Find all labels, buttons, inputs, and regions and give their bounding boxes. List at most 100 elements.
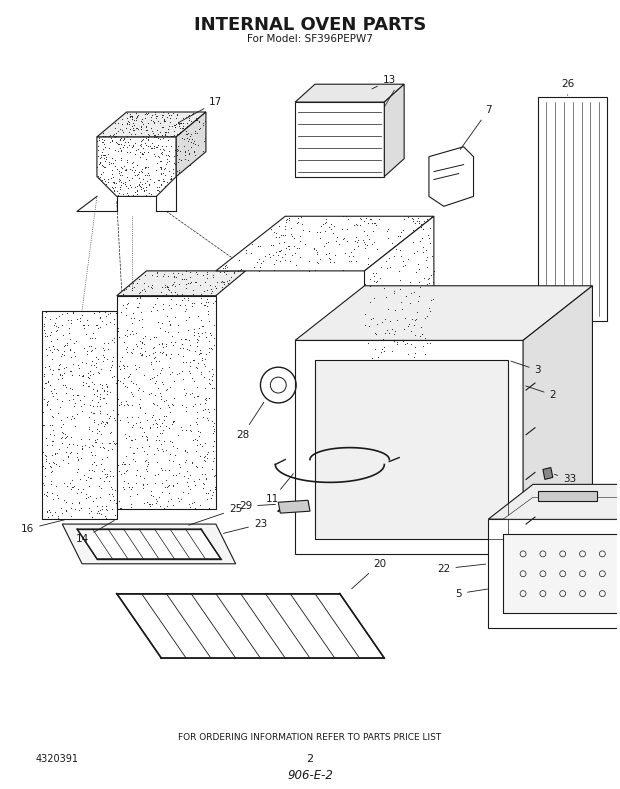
Point: [141, 119, 151, 132]
Point: [392, 394, 402, 407]
Point: [198, 117, 208, 129]
Point: [91, 361, 101, 373]
Point: [141, 462, 151, 475]
Point: [188, 107, 198, 119]
Point: [122, 146, 132, 159]
Point: [102, 385, 112, 398]
Point: [135, 398, 144, 410]
Point: [110, 117, 120, 129]
Point: [117, 458, 127, 471]
Point: [128, 307, 138, 320]
Point: [87, 495, 97, 507]
Point: [174, 117, 184, 129]
Point: [169, 270, 179, 282]
Point: [80, 439, 90, 451]
Point: [99, 350, 108, 363]
Point: [142, 107, 152, 120]
Point: [140, 330, 149, 342]
Point: [223, 264, 232, 277]
Point: [134, 382, 144, 394]
Point: [161, 168, 171, 181]
Point: [61, 495, 71, 508]
Point: [126, 386, 136, 398]
Point: [140, 169, 149, 181]
Point: [293, 215, 303, 228]
Point: [397, 303, 407, 316]
Point: [168, 416, 178, 428]
Point: [124, 138, 134, 151]
Point: [138, 481, 148, 494]
Point: [174, 467, 184, 480]
Point: [147, 142, 157, 155]
Point: [157, 140, 167, 152]
Point: [185, 483, 195, 495]
Point: [73, 313, 82, 326]
Point: [143, 131, 153, 144]
Point: [133, 184, 143, 196]
Point: [352, 219, 361, 232]
Point: [304, 225, 314, 237]
Point: [184, 310, 193, 323]
Point: [123, 371, 133, 383]
Point: [247, 238, 257, 251]
Point: [160, 126, 170, 139]
Point: [110, 484, 120, 496]
Point: [125, 110, 135, 122]
Point: [372, 318, 382, 331]
Point: [99, 136, 108, 148]
Point: [402, 384, 412, 397]
Point: [42, 395, 51, 408]
Point: [278, 229, 288, 241]
Point: [304, 225, 314, 237]
Point: [48, 435, 58, 447]
Point: [136, 121, 146, 133]
Point: [388, 432, 397, 444]
Point: [371, 219, 381, 232]
Point: [363, 252, 373, 265]
Point: [136, 120, 146, 133]
Point: [136, 305, 146, 318]
Point: [326, 252, 335, 265]
Point: [185, 423, 195, 436]
Polygon shape: [429, 147, 474, 207]
Point: [115, 174, 125, 186]
Point: [226, 271, 236, 283]
Point: [185, 338, 195, 351]
Point: [182, 424, 192, 436]
Point: [141, 132, 151, 144]
Point: [329, 256, 339, 268]
Point: [192, 391, 202, 403]
Point: [149, 298, 159, 311]
Point: [203, 283, 213, 296]
Point: [95, 400, 105, 413]
Point: [103, 444, 113, 457]
Point: [383, 302, 392, 315]
Point: [198, 145, 208, 158]
Point: [217, 281, 227, 294]
Point: [372, 376, 382, 388]
Point: [174, 458, 184, 470]
Point: [365, 296, 374, 308]
Point: [425, 388, 435, 401]
Point: [108, 336, 118, 349]
Point: [208, 439, 218, 452]
Point: [386, 412, 396, 424]
Point: [417, 220, 427, 233]
Point: [140, 338, 149, 350]
Point: [84, 432, 94, 445]
Point: [101, 512, 111, 525]
Point: [119, 458, 129, 470]
Point: [123, 416, 133, 428]
Point: [156, 438, 166, 451]
Point: [74, 503, 84, 516]
Point: [103, 337, 113, 350]
Point: [349, 242, 359, 255]
Point: [81, 357, 91, 370]
Point: [87, 332, 97, 345]
Point: [159, 114, 169, 126]
Point: [387, 323, 397, 335]
Point: [408, 215, 418, 227]
Point: [126, 347, 136, 360]
Point: [192, 439, 202, 452]
Point: [187, 457, 197, 469]
